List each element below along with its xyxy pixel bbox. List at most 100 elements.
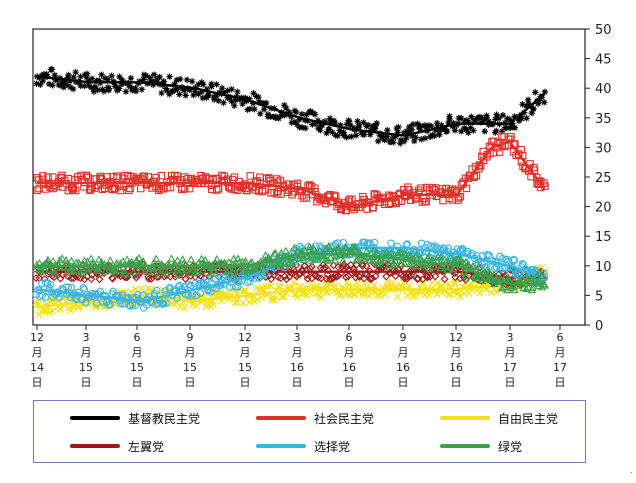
data-point (360, 119, 367, 126)
data-point (300, 194, 308, 202)
data-point (365, 267, 374, 276)
data-point (198, 266, 208, 274)
series-layer (32, 66, 550, 319)
data-point (204, 91, 212, 98)
data-point (173, 76, 180, 84)
x-tick-month: 12 (30, 331, 44, 344)
x-tick-era: 日 (397, 376, 409, 389)
data-point (331, 252, 340, 260)
data-point (525, 101, 533, 108)
data-point (32, 264, 41, 273)
y-tick-label: 15 (595, 230, 612, 245)
data-point (513, 281, 522, 289)
data-point (194, 265, 203, 273)
data-point (133, 291, 142, 299)
data-point (191, 88, 199, 95)
data-point (134, 253, 144, 262)
data-point (414, 261, 423, 269)
data-point (355, 121, 363, 129)
data-point (225, 183, 234, 192)
data-point (80, 275, 89, 284)
legend-swatch (256, 416, 306, 420)
data-point (148, 77, 156, 84)
data-point (233, 298, 241, 306)
data-point (368, 204, 377, 212)
data-point (224, 87, 231, 94)
data-point (446, 253, 455, 261)
data-point (71, 186, 80, 195)
data-point (153, 75, 161, 83)
data-point (290, 243, 299, 251)
data-point (541, 88, 549, 96)
data-point (394, 129, 401, 136)
data-point (406, 129, 413, 137)
data-point (126, 184, 134, 193)
trend-line (37, 252, 545, 285)
data-point (46, 280, 55, 288)
data-point (439, 196, 447, 205)
data-point (532, 271, 542, 280)
data-point (438, 281, 446, 289)
data-point (253, 263, 263, 271)
data-point (192, 302, 200, 310)
x-tick-unit: 月 (131, 346, 143, 359)
data-point (522, 102, 530, 110)
data-point (140, 172, 148, 180)
data-point (288, 119, 295, 126)
data-point (272, 113, 280, 120)
data-point (354, 118, 361, 125)
x-tick-unit: 月 (554, 346, 566, 359)
data-point (261, 251, 270, 259)
data-point (530, 105, 537, 113)
data-point (507, 116, 514, 123)
x-tick-era: 日 (343, 376, 355, 389)
data-point (340, 132, 347, 139)
x-tick-year: 14 (30, 361, 44, 374)
data-point (69, 184, 78, 193)
data-point (259, 265, 268, 273)
series-5 (32, 241, 550, 294)
data-point (515, 117, 523, 125)
data-point (88, 75, 96, 82)
data-point (397, 136, 405, 144)
data-point (82, 298, 90, 306)
data-point (81, 82, 88, 90)
data-point (293, 293, 302, 301)
data-point (136, 266, 146, 275)
data-point (48, 66, 56, 73)
data-point (261, 282, 269, 290)
data-point (299, 255, 309, 263)
data-point (267, 260, 276, 268)
data-point (460, 273, 469, 282)
legend-label: 基督教民主党 (128, 411, 201, 426)
data-point (265, 175, 273, 183)
data-point (165, 283, 174, 292)
data-point (325, 125, 332, 133)
x-tick-label: 3 月 16 日 (287, 330, 307, 390)
data-point (82, 172, 91, 180)
data-point (518, 260, 527, 268)
data-point (243, 267, 252, 275)
data-point (362, 262, 371, 271)
data-point (84, 264, 93, 273)
data-point (225, 266, 234, 274)
data-point (351, 273, 360, 282)
data-point (32, 260, 41, 268)
data-point (343, 121, 350, 128)
data-point (326, 253, 335, 261)
data-point (431, 272, 440, 281)
data-point (534, 100, 542, 107)
data-point (214, 185, 223, 193)
data-point (115, 265, 124, 273)
data-point (300, 262, 309, 271)
data-point (98, 71, 105, 78)
data-point (218, 171, 226, 180)
data-point (253, 93, 260, 100)
data-point (396, 248, 405, 257)
data-point (86, 185, 95, 193)
data-point (90, 88, 98, 95)
x-tick-year: 15 (238, 361, 252, 374)
data-point (166, 90, 173, 98)
data-point (70, 85, 77, 93)
data-point (485, 267, 494, 276)
